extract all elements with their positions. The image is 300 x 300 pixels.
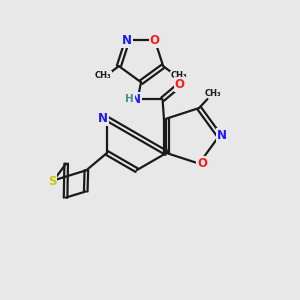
Text: N: N	[217, 129, 227, 142]
Text: N: N	[122, 34, 132, 46]
Text: N: N	[131, 93, 141, 106]
Text: CH₃: CH₃	[205, 88, 221, 98]
Text: O: O	[150, 34, 160, 46]
Text: N: N	[98, 112, 108, 125]
Text: O: O	[197, 157, 207, 170]
Text: H: H	[125, 94, 134, 104]
Text: S: S	[48, 176, 56, 188]
Text: CH₃: CH₃	[171, 71, 188, 80]
Text: O: O	[175, 78, 185, 91]
Text: CH₃: CH₃	[94, 71, 111, 80]
